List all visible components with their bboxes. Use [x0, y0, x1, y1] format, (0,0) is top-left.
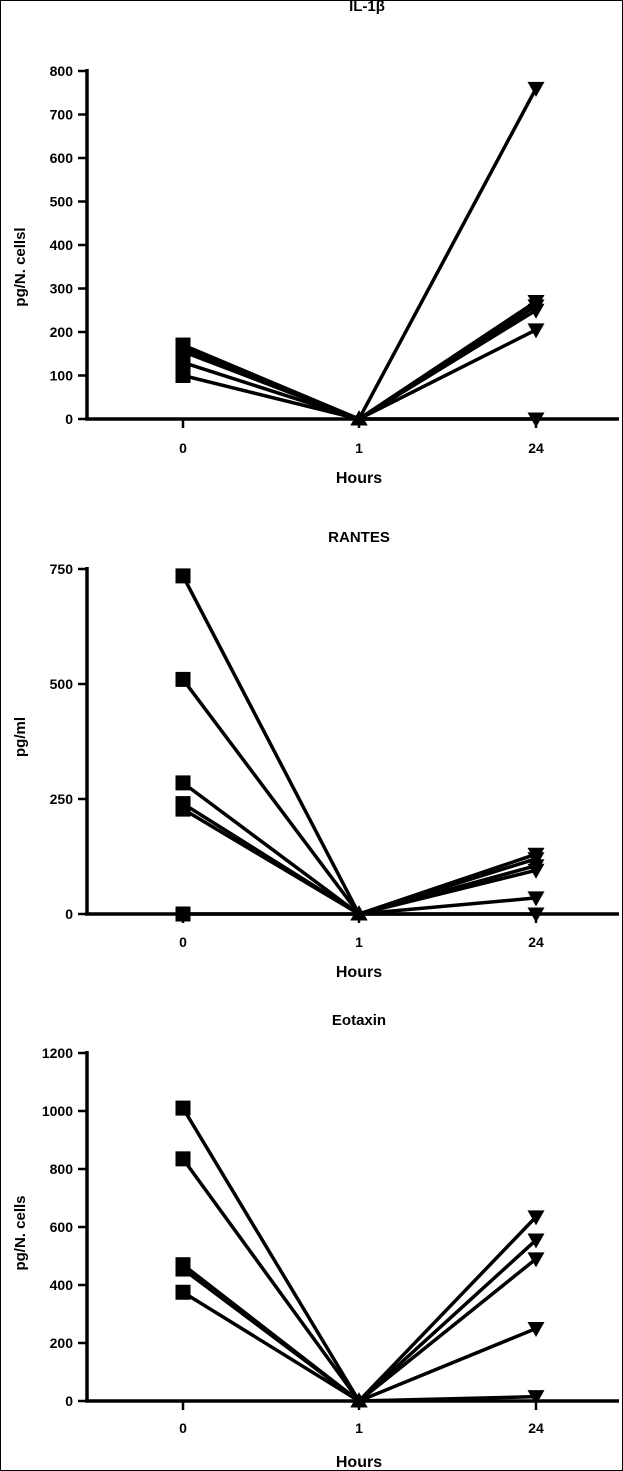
- y-tick-label: 1000: [42, 1103, 73, 1119]
- x-axis-label: Hours: [336, 1454, 382, 1470]
- y-tick-label: 0: [65, 1393, 73, 1409]
- data-point-triangle-down: [527, 891, 545, 907]
- data-point-triangle-down: [527, 323, 545, 339]
- data-point-triangle-down: [527, 81, 545, 97]
- data-point-square: [175, 671, 191, 687]
- chart-title: RANTES: [328, 529, 390, 546]
- plot-area: 0 200 400 600 800 1000 1200 0 1 24: [42, 1045, 619, 1436]
- y-tick-label: 200: [50, 324, 74, 340]
- y-tick-label: 400: [50, 237, 74, 253]
- y-tick-label: 600: [50, 1219, 74, 1235]
- data-point-square: [175, 568, 191, 584]
- series-line: [181, 781, 537, 916]
- y-tick-label: 600: [50, 150, 74, 166]
- data-point-triangle-up: [350, 1392, 368, 1408]
- data-point-triangle-down: [527, 1252, 545, 1268]
- x-tick-label: 0: [179, 440, 187, 456]
- y-tick-label: 750: [50, 561, 74, 577]
- series-line: [182, 304, 537, 421]
- series-line: [182, 308, 537, 421]
- y-axis-label: pg/N. cellsl: [12, 227, 29, 306]
- chart-panel-rantes: RANTES pg/ml Hours 0 250 500 750 0 1 24: [12, 529, 619, 981]
- x-tick-label: 0: [179, 934, 187, 950]
- x-tick-label: 24: [528, 440, 544, 456]
- data-point-square: [175, 1100, 191, 1116]
- y-tick-label: 800: [50, 1161, 74, 1177]
- data-point-square: [175, 775, 191, 791]
- data-point-square: [175, 801, 191, 817]
- series-line: [181, 575, 537, 917]
- x-axis-label: Hours: [336, 470, 382, 487]
- y-tick-label: 200: [50, 1335, 74, 1351]
- data-point-square: [175, 1151, 191, 1167]
- x-tick-label: 1: [355, 440, 363, 456]
- chart-title: IL-1β: [349, 1, 385, 15]
- data-point-square: [175, 354, 191, 370]
- data-point-square: [175, 1261, 191, 1277]
- y-tick-label: 500: [50, 676, 74, 692]
- y-axis-label: pg/ml: [12, 717, 29, 757]
- data-point-triangle-up: [350, 410, 368, 426]
- data-point-square: [175, 368, 191, 383]
- x-tick-label: 0: [179, 1420, 187, 1436]
- y-axis-label: pg/N. cells: [12, 1195, 29, 1270]
- series-line: [181, 1107, 538, 1404]
- plot-area: 0 100 200 300 400 500 600 700 800 0 1 24: [50, 63, 619, 456]
- chart-panel-il1b: IL-1β pg/N. cellsl Hours 0 100 200 300 400 50…: [12, 1, 619, 487]
- y-tick-label: 300: [50, 281, 74, 297]
- data-point-triangle-down: [527, 1322, 545, 1337]
- x-tick-label: 24: [528, 934, 544, 950]
- data-point-triangle-up: [350, 905, 368, 921]
- y-tick-label: 250: [50, 791, 74, 807]
- data-point-triangle-down: [527, 412, 545, 428]
- series-line: [182, 347, 536, 421]
- y-tick-label: 1200: [42, 1045, 73, 1061]
- x-tick-label: 1: [355, 934, 363, 950]
- series-line: [182, 807, 537, 916]
- data-point-triangle-down: [527, 863, 545, 879]
- y-tick-label: 500: [50, 194, 74, 210]
- data-point-square: [175, 1284, 191, 1300]
- y-tick-label: 800: [50, 63, 74, 79]
- series-line: [182, 300, 537, 421]
- data-point-triangle-down: [527, 907, 545, 923]
- y-tick-label: 100: [50, 368, 74, 384]
- y-tick-label: 400: [50, 1277, 74, 1293]
- data-point-triangle-down: [527, 1390, 545, 1406]
- chart-title: Eotaxin: [332, 1012, 386, 1029]
- series-line: [181, 1257, 538, 1404]
- data-point-triangle-down: [527, 1233, 545, 1249]
- y-tick-label: 700: [50, 107, 74, 123]
- y-tick-label: 0: [65, 411, 73, 427]
- y-tick-label: 0: [65, 906, 73, 922]
- x-tick-label: 1: [355, 1420, 363, 1436]
- x-axis-label: Hours: [336, 964, 382, 981]
- x-tick-label: 24: [528, 1420, 544, 1436]
- chart-panel-eotaxin: Eotaxin pg/N. cells Hours 0 200 400 600 800 1…: [12, 1012, 619, 1470]
- data-point-square: [175, 341, 191, 357]
- data-point-triangle-down: [527, 1210, 545, 1226]
- plot-area: 0 250 500 750 0 1 24: [50, 561, 619, 950]
- data-point-square: [175, 906, 191, 922]
- data-point-triangle-down: [527, 303, 545, 319]
